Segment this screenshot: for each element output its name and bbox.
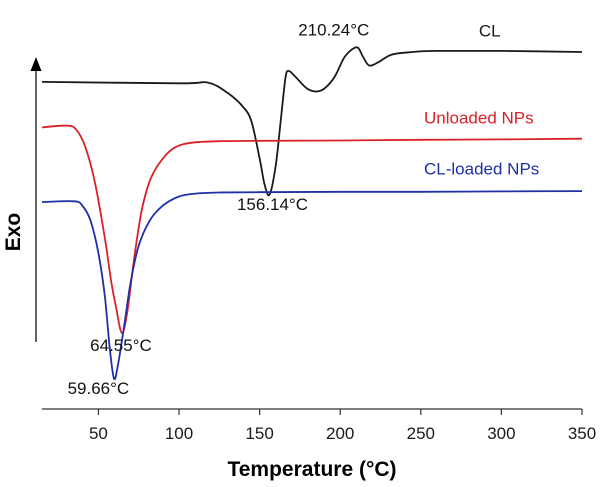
x-axis-title: Temperature (°C) xyxy=(227,458,396,481)
x-tick-label-100: 100 xyxy=(165,424,193,443)
label-layer: CL Unloaded NPs CL-loaded NPs 210.24°C 156.1… xyxy=(68,20,540,398)
x-tick-label-350: 350 xyxy=(568,424,596,443)
x-tick-label-150: 150 xyxy=(245,424,273,443)
series-label-cl-loaded-nps: CL-loaded NPs xyxy=(424,160,539,179)
series-label-cl: CL xyxy=(479,21,501,40)
x-tick-label-200: 200 xyxy=(326,424,354,443)
series-line-cl-loaded-nps xyxy=(41,190,583,381)
peak-annotation-156-14-c: 156.14°C xyxy=(237,195,308,214)
x-tick-label-50: 50 xyxy=(89,424,108,443)
x-tick-label-300: 300 xyxy=(487,424,515,443)
exo-arrow-head xyxy=(30,57,42,71)
x-tick-label-250: 250 xyxy=(407,424,435,443)
x-axis: 50 100 150 200 250 300 350 xyxy=(42,408,596,443)
series-label-unloaded-nps: Unloaded NPs xyxy=(424,109,534,128)
x-ticks: 50 100 150 200 250 300 350 xyxy=(89,409,596,443)
series-line-cl xyxy=(41,46,583,197)
peak-annotation-64-55-c: 64.55°C xyxy=(90,336,152,355)
series-layer xyxy=(41,46,583,381)
peak-annotation-59-66-c: 59.66°C xyxy=(68,379,130,398)
series-line-unloaded-nps xyxy=(41,124,583,334)
exo-arrow xyxy=(30,57,42,342)
peak-annotation-210-24-c: 210.24°C xyxy=(298,20,369,39)
y-axis-title: Exo xyxy=(2,213,25,252)
